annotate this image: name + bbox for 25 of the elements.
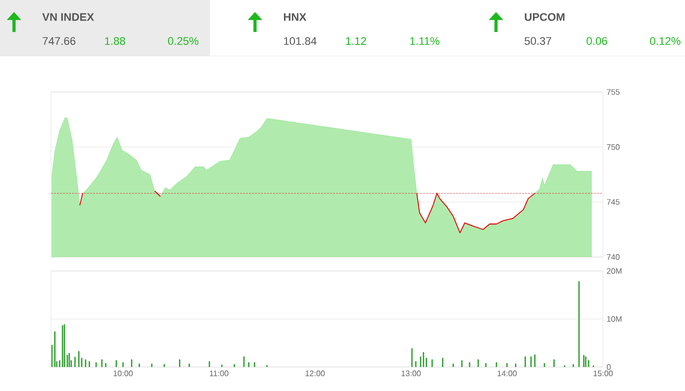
text: 1.88	[105, 37, 126, 45]
x-tick-label: 15:00	[594, 370, 613, 376]
text: 0.12%	[650, 37, 680, 45]
y-tick-label: 740	[606, 254, 620, 260]
text: 50.37	[524, 37, 552, 45]
category-label: UPCOM	[524, 13, 564, 21]
text: 0.25%	[168, 37, 198, 45]
text: 1.12	[346, 37, 366, 45]
category-label: HNX	[284, 13, 306, 21]
text: 747.66	[42, 37, 76, 45]
text: 0.06	[586, 37, 608, 45]
y-tick-label: 755	[606, 89, 620, 95]
text: 1.11%	[410, 37, 440, 45]
y-tick-label: 745	[606, 199, 620, 205]
x-tick-label: 13:00	[402, 370, 421, 376]
category-label: VN INDEX	[42, 13, 94, 21]
text: 101.84	[284, 37, 317, 45]
y-tick-label: 20M	[606, 268, 622, 274]
x-tick-label: 12:00	[306, 370, 325, 376]
x-tick-label: 10:00	[114, 370, 133, 376]
y-tick-label: 10M	[607, 316, 622, 322]
x-tick-label: 14:00	[498, 370, 517, 376]
y-tick-label: 750	[606, 144, 620, 150]
x-tick-label: 11:00	[210, 370, 228, 376]
y-tick-label: 0	[606, 364, 611, 370]
